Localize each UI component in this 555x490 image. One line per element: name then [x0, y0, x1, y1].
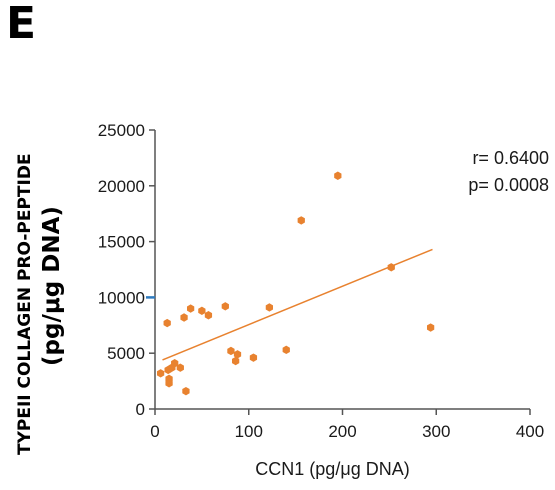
data-point	[233, 350, 242, 359]
data-point	[334, 171, 342, 180]
data-point	[282, 345, 290, 355]
x-axis-title: CCN1 (pg/μg DNA)	[255, 459, 409, 479]
x-tick-label: 400	[516, 422, 544, 441]
data-point	[163, 318, 171, 328]
data-point	[249, 353, 258, 362]
data-point	[426, 323, 435, 332]
x-tick-label: 100	[235, 422, 263, 441]
data-point	[182, 386, 190, 396]
data-point	[165, 379, 173, 388]
y-tick-label: 25000	[98, 121, 145, 140]
x-tick-label: 200	[328, 422, 356, 441]
data-point	[265, 303, 274, 312]
trendline-group	[162, 248, 433, 361]
data-point	[204, 311, 213, 320]
data-point	[221, 302, 229, 311]
data-point	[387, 263, 395, 272]
trendline	[162, 248, 433, 361]
data-point	[231, 356, 240, 366]
y-tick-label: 20000	[98, 177, 145, 196]
y-tick-label: 0	[136, 400, 145, 419]
panel-label: E	[6, 0, 37, 49]
y-axis-title-line1: TYPEII COLLAGEN PRO-PEPTIDE	[15, 153, 35, 455]
data-point	[227, 346, 235, 356]
data-point	[198, 306, 206, 315]
data-point	[176, 363, 184, 372]
x-tick-label: 300	[422, 422, 450, 441]
data-point	[171, 359, 179, 368]
data-points	[156, 171, 435, 396]
data-point	[297, 216, 305, 225]
data-point	[156, 369, 165, 378]
p-annotation: p= 0.0008	[468, 175, 549, 195]
y-tick-label: 15000	[98, 233, 145, 252]
x-tick-label: 0	[150, 422, 159, 441]
r-annotation: r= 0.6400	[472, 148, 549, 168]
y-tick-label: 10000	[98, 288, 145, 307]
data-point	[180, 313, 188, 322]
chart-labels: CCN1 (pg/μg DNA) TYPEII COLLAGEN PRO-PEPT…	[15, 148, 549, 479]
y-tick-label: 5000	[107, 344, 145, 363]
axes: 0 100 200 300 400 0 5000 10000 15000 20000 25000	[98, 121, 544, 441]
y-axis-title-line2: (pg/μg DNA)	[39, 206, 65, 366]
data-point	[186, 304, 195, 313]
